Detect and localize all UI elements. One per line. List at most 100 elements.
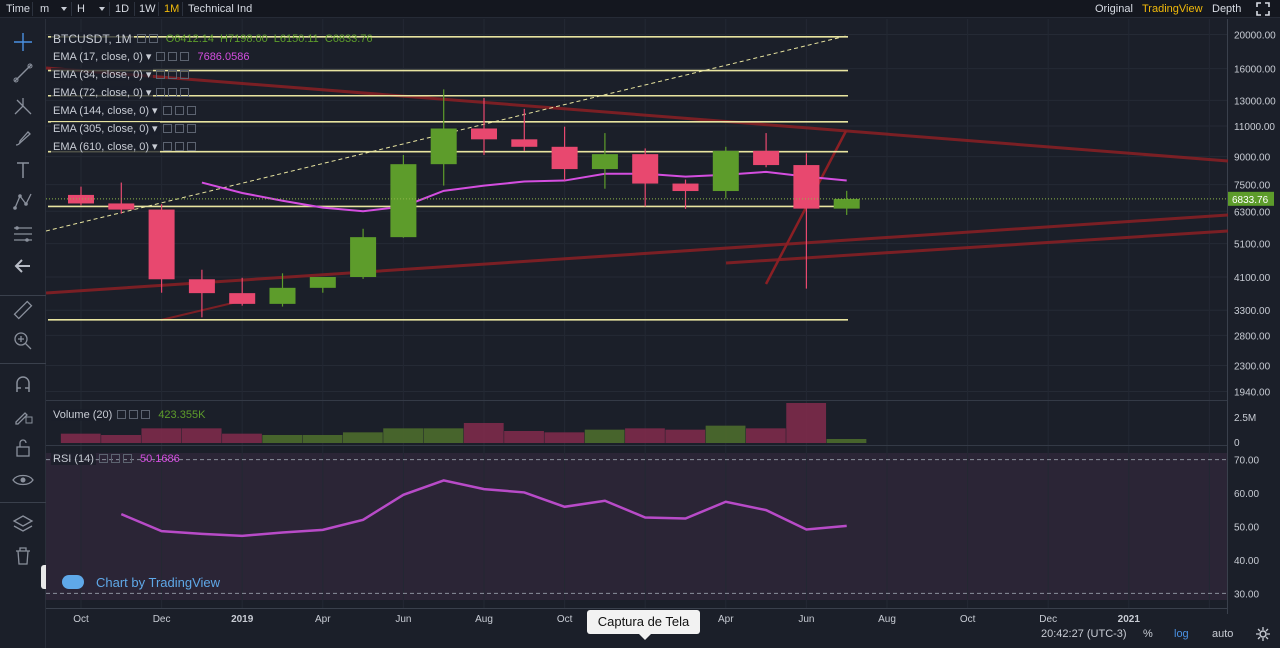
view-tradingview-button[interactable]: TradingView bbox=[1142, 3, 1203, 15]
layers-icon[interactable] bbox=[11, 512, 35, 536]
hide-icon[interactable] bbox=[174, 124, 184, 133]
symbol-title[interactable]: BTCUSDT, 1M bbox=[51, 31, 134, 46]
ema-label[interactable]: EMA (72, close, 0) ▾ bbox=[51, 86, 154, 99]
volume-bar bbox=[383, 428, 424, 443]
magnet-icon[interactable] bbox=[11, 372, 35, 396]
back-arrow-icon[interactable] bbox=[11, 254, 35, 278]
close-icon[interactable] bbox=[180, 70, 190, 79]
view-depth-button[interactable]: Depth bbox=[1212, 3, 1242, 15]
candle-body bbox=[511, 139, 538, 147]
volume-value: 423.355K bbox=[158, 408, 206, 421]
close-icon[interactable] bbox=[122, 454, 132, 463]
settings-icon[interactable] bbox=[156, 70, 166, 79]
ema-label[interactable]: EMA (34, close, 0) ▾ bbox=[51, 68, 154, 81]
interval-1w-button[interactable]: 1W bbox=[139, 3, 156, 15]
volume-legend: Volume (20) 423.355K bbox=[51, 407, 205, 422]
chart-canvas[interactable]: 2.5M 0 70.00 60.00 50.00 40.00 30.00 20000.00… bbox=[46, 19, 1280, 648]
volume-bar bbox=[544, 432, 585, 443]
toolbar-divider bbox=[158, 2, 159, 16]
brush-icon[interactable] bbox=[11, 126, 35, 150]
settings-icon[interactable] bbox=[156, 88, 166, 97]
percent-scale-button[interactable]: % bbox=[1143, 628, 1153, 640]
ema-label[interactable]: EMA (305, close, 0) ▾ bbox=[51, 122, 160, 135]
close-icon[interactable] bbox=[180, 88, 190, 97]
candle-body bbox=[430, 128, 457, 165]
volume-bar bbox=[262, 435, 303, 443]
candle-body bbox=[269, 287, 296, 304]
view-original-button[interactable]: Original bbox=[1095, 3, 1133, 15]
volume-bar bbox=[786, 403, 827, 443]
hide-icon[interactable] bbox=[168, 70, 178, 79]
price-axis-label: 5100.00 bbox=[1234, 240, 1271, 251]
chevron-down-icon bbox=[61, 7, 67, 11]
lock-draw-icon[interactable] bbox=[11, 403, 35, 427]
technical-indicators-button[interactable]: Technical Ind bbox=[188, 3, 253, 15]
time-axis-label: Apr bbox=[718, 614, 734, 625]
fullscreen-icon[interactable] bbox=[1256, 2, 1270, 16]
ruler-icon[interactable] bbox=[11, 298, 35, 322]
rsi-label[interactable]: RSI (14) bbox=[51, 452, 96, 465]
price-axis-label: 11000.00 bbox=[1234, 122, 1275, 133]
hide-icon[interactable] bbox=[168, 88, 178, 97]
log-scale-button[interactable]: log bbox=[1174, 628, 1189, 640]
gear-icon[interactable] bbox=[1256, 627, 1270, 644]
close-icon[interactable] bbox=[186, 106, 196, 115]
hide-icon[interactable] bbox=[168, 52, 178, 61]
hide-icon[interactable] bbox=[148, 34, 158, 43]
settings-icon[interactable] bbox=[162, 106, 172, 115]
ema-label[interactable]: EMA (144, close, 0) ▾ bbox=[51, 104, 160, 117]
settings-icon[interactable] bbox=[162, 142, 172, 151]
text-icon[interactable] bbox=[11, 158, 35, 182]
tool-divider bbox=[0, 502, 46, 503]
crosshair-icon[interactable] bbox=[11, 30, 35, 54]
volume-bar bbox=[302, 435, 343, 443]
tool-divider bbox=[0, 295, 46, 296]
close-icon[interactable] bbox=[186, 124, 196, 133]
volume-bar bbox=[101, 435, 141, 443]
lock-icon[interactable] bbox=[11, 436, 35, 460]
rsi-axis-label: 40.00 bbox=[1234, 556, 1259, 567]
hide-icon[interactable] bbox=[129, 410, 139, 419]
auto-scale-button[interactable]: auto bbox=[1212, 628, 1234, 640]
panel-collapse-handle[interactable] bbox=[41, 565, 49, 589]
settings-icon[interactable] bbox=[162, 124, 172, 133]
rsi-axis-label: 30.00 bbox=[1234, 589, 1259, 600]
minutes-dropdown[interactable]: m bbox=[40, 3, 50, 15]
close-value: C6833.76 bbox=[324, 32, 373, 45]
close-icon[interactable] bbox=[186, 142, 196, 151]
volume-bar bbox=[584, 429, 625, 443]
settings-icon[interactable] bbox=[98, 454, 108, 463]
eye-icon[interactable] bbox=[11, 468, 35, 492]
fork-icon[interactable] bbox=[11, 94, 35, 118]
settings-icon[interactable] bbox=[117, 410, 127, 419]
toolbar-divider bbox=[32, 2, 33, 16]
trash-icon[interactable] bbox=[11, 544, 35, 568]
rsi-series: 70.00 60.00 50.00 40.00 30.00 bbox=[46, 456, 1259, 600]
hide-icon[interactable] bbox=[174, 106, 184, 115]
volume-label[interactable]: Volume (20) bbox=[51, 408, 115, 421]
ema-label[interactable]: EMA (610, close, 0) ▾ bbox=[51, 140, 160, 153]
hours-dropdown[interactable]: H bbox=[77, 3, 85, 15]
close-icon[interactable] bbox=[180, 52, 190, 61]
hide-icon[interactable] bbox=[174, 142, 184, 151]
candle-body bbox=[632, 154, 659, 184]
interval-1d-button[interactable]: 1D bbox=[115, 3, 130, 15]
pattern-icon[interactable] bbox=[11, 190, 35, 214]
settings-icon[interactable] bbox=[136, 34, 146, 43]
tradingview-branding[interactable]: Chart by TradingView bbox=[62, 572, 220, 592]
trend-line-icon[interactable] bbox=[11, 61, 35, 85]
price-axis-label: 6300.00 bbox=[1234, 207, 1271, 218]
hide-icon[interactable] bbox=[110, 454, 120, 463]
zoom-in-icon[interactable] bbox=[11, 329, 35, 353]
close-icon[interactable] bbox=[141, 410, 151, 419]
time-axis-label: Apr bbox=[315, 614, 331, 625]
high-value: H7198.00 bbox=[220, 32, 268, 45]
fib-icon[interactable] bbox=[11, 222, 35, 246]
low-value: L6150.11 bbox=[273, 32, 319, 45]
ema-label[interactable]: EMA (17, close, 0) ▾ bbox=[51, 50, 154, 63]
interval-1m-button[interactable]: 1M bbox=[164, 3, 180, 15]
time-button[interactable]: Time bbox=[6, 3, 31, 15]
volume-axis-label: 0 bbox=[1234, 438, 1240, 449]
settings-icon[interactable] bbox=[156, 52, 166, 61]
candle-body bbox=[471, 128, 497, 140]
